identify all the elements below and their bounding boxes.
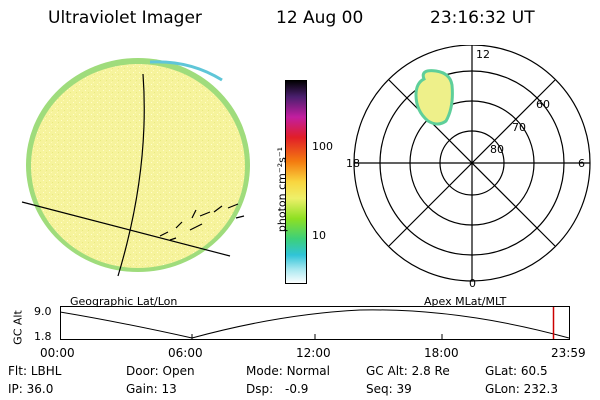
coastline-dashes bbox=[159, 203, 245, 241]
status-glon: GLon: 232.3 bbox=[485, 382, 558, 396]
colorbar-tick-10: 10 bbox=[312, 229, 326, 242]
x-tick-label-2359: 23:59 bbox=[551, 346, 586, 360]
polar-plot bbox=[353, 45, 591, 282]
x-tick-label-1200: 12:00 bbox=[296, 346, 331, 360]
status-glat: GLat: 60.5 bbox=[485, 364, 548, 378]
lat-label-70: 70 bbox=[512, 121, 526, 134]
x-tick-label-1800: 18:00 bbox=[424, 346, 459, 360]
earth-disk-image bbox=[21, 58, 250, 277]
y-min-label: 1.8 bbox=[34, 330, 52, 343]
auroral-oval-blob bbox=[414, 69, 454, 126]
colorbar bbox=[285, 80, 307, 284]
polar-diagonal-2 bbox=[388, 79, 556, 247]
disk-fill bbox=[31, 64, 245, 268]
lat-label-60: 60 bbox=[536, 98, 550, 111]
gc-alt-axis-label: GC Alt bbox=[11, 310, 25, 345]
image-date: 12 Aug 00 bbox=[276, 8, 364, 28]
status-gc-alt: GC Alt: 2.8 Re bbox=[366, 364, 450, 378]
x-tick-label-0000: 00:00 bbox=[40, 346, 75, 360]
instrument-title: Ultraviolet Imager bbox=[48, 8, 202, 28]
status-ip: IP: 36.0 bbox=[8, 382, 54, 396]
status-seq: Seq: 39 bbox=[366, 382, 412, 396]
image-time: 23:16:32 UT bbox=[430, 8, 535, 28]
mlt-label-6: 6 bbox=[578, 157, 585, 170]
status-dsp: Dsp: -0.9 bbox=[246, 382, 309, 396]
mlt-label-18: 18 bbox=[346, 157, 360, 170]
latitude-line bbox=[21, 201, 231, 257]
meridian-line bbox=[117, 73, 145, 277]
mlt-label-12: 12 bbox=[476, 48, 490, 61]
colorbar-unit-label: photon cm⁻²s⁻¹ bbox=[275, 146, 289, 233]
altitude-timeline bbox=[60, 306, 570, 340]
status-flt: Flt: LBHL bbox=[8, 364, 62, 378]
status-gain: Gain: 13 bbox=[126, 382, 177, 396]
altitude-curve bbox=[60, 309, 570, 339]
disk-limb-glow bbox=[149, 60, 223, 82]
apex-caption: Apex MLat/MLT bbox=[424, 295, 507, 308]
x-tick-label-0600: 06:00 bbox=[168, 346, 203, 360]
geographic-caption: Geographic Lat/Lon bbox=[70, 295, 178, 308]
colorbar-tick-100: 100 bbox=[312, 140, 333, 153]
status-door: Door: Open bbox=[126, 364, 195, 378]
mlt-label-0: 0 bbox=[469, 277, 476, 290]
status-mode: Mode: Normal bbox=[246, 364, 330, 378]
y-max-label: 9.0 bbox=[34, 305, 52, 318]
lat-label-80: 80 bbox=[490, 143, 504, 156]
